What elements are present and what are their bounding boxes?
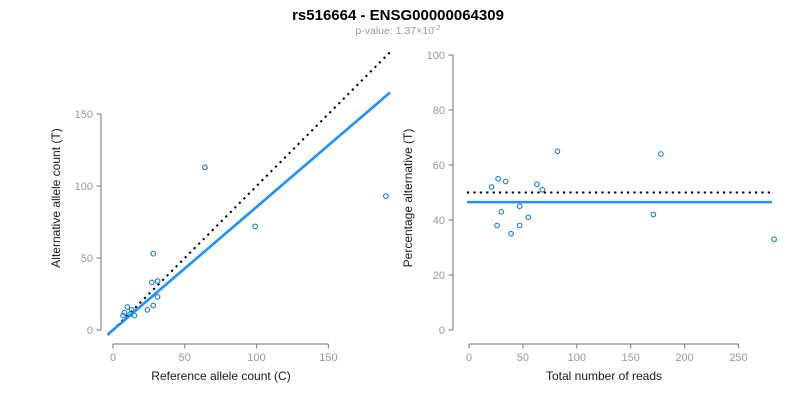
y-tick-label: 0 — [87, 325, 93, 337]
identity-50pct-line — [107, 51, 391, 336]
data-point — [498, 208, 505, 215]
x-tick-label: 50 — [179, 352, 191, 364]
data-point — [516, 203, 523, 210]
x-tick-label: 250 — [729, 352, 747, 364]
x-tick-label: 200 — [675, 352, 693, 364]
data-point — [382, 193, 389, 199]
y-tick-label: 20 — [433, 270, 445, 282]
x-tick-label: 0 — [110, 352, 116, 364]
data-point — [202, 164, 208, 171]
data-point — [144, 306, 151, 313]
data-point — [534, 181, 540, 188]
data-point — [150, 250, 157, 257]
x-tick-label: 100 — [247, 352, 265, 364]
y-tick-label: 150 — [75, 109, 93, 121]
left-x-axis-title: Reference allele count (C) — [151, 369, 290, 383]
data-point — [494, 222, 500, 229]
data-point — [539, 186, 546, 193]
p-value-text: p-value: 1.37×10 — [355, 25, 434, 37]
x-tick-label: 0 — [466, 352, 472, 364]
y-tick-label: 50 — [81, 253, 93, 265]
data-point — [120, 312, 126, 319]
right-y-axis-title: Percentage alternative (T) — [401, 129, 415, 268]
p-value-subtitle: p-value: 1.37×10-2 — [355, 23, 440, 37]
data-point — [525, 214, 532, 221]
y-tick-label: 80 — [433, 105, 445, 117]
data-point — [154, 294, 161, 300]
data-point — [128, 306, 135, 313]
data-point — [154, 278, 161, 284]
y-tick-label: 60 — [433, 160, 445, 172]
y-tick-label: 40 — [433, 215, 445, 227]
left-y-axis-title: Alternative allele count (T) — [49, 128, 63, 267]
data-point — [124, 304, 131, 310]
data-point — [488, 184, 495, 190]
right-x-axis-title: Total number of reads — [546, 369, 662, 383]
data-point — [516, 222, 523, 229]
x-tick-label: 150 — [319, 352, 337, 364]
y-tick-label: 100 — [427, 50, 445, 62]
y-tick-label: 0 — [439, 325, 445, 337]
data-point — [554, 148, 561, 155]
data-point — [148, 279, 155, 286]
data-point — [495, 175, 501, 182]
y-tick-label: 100 — [75, 181, 93, 193]
data-point — [658, 151, 664, 157]
data-point — [650, 211, 657, 218]
data-point — [150, 302, 157, 309]
x-tick-label: 50 — [517, 352, 529, 364]
data-point — [131, 312, 138, 319]
x-tick-label: 100 — [568, 352, 586, 364]
data-point — [502, 178, 509, 185]
left-scatter-panel: 0 50 100 150 0 50 100 150 — [75, 51, 391, 364]
right-scatter-panel: 0 50 100 150 200 250 0 20 40 60 80 100 — [427, 50, 777, 364]
fit-line — [107, 91, 391, 336]
page-title: rs516664 - ENSG00000064309 — [292, 7, 504, 24]
data-point — [771, 236, 777, 243]
data-point — [508, 230, 514, 237]
p-value-exponent: -2 — [434, 23, 441, 32]
x-tick-label: 150 — [622, 352, 640, 364]
data-point — [121, 309, 128, 316]
data-point — [252, 223, 259, 230]
